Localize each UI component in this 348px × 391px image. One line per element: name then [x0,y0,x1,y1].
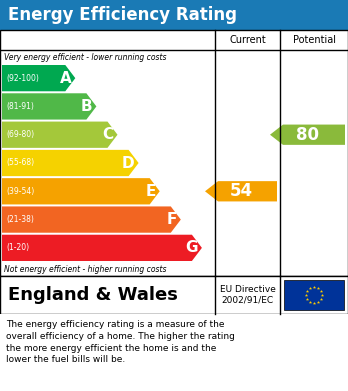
Text: 80: 80 [296,126,319,144]
Text: B: B [81,99,93,114]
Bar [0,276,348,314]
Text: (69-80): (69-80) [6,130,34,139]
Polygon shape [270,125,345,145]
Polygon shape [205,181,277,201]
Text: Energy Efficiency Rating: Energy Efficiency Rating [8,6,237,24]
Polygon shape [2,206,181,233]
Text: (1-20): (1-20) [6,243,29,252]
Text: Not energy efficient - higher running costs: Not energy efficient - higher running co… [4,264,166,273]
Bar [284,280,344,310]
Text: E: E [145,184,156,199]
Text: A: A [60,71,71,86]
Polygon shape [2,65,75,91]
Polygon shape [2,178,160,204]
Text: 54: 54 [229,182,253,200]
Text: Potential: Potential [293,35,335,45]
Text: England & Wales: England & Wales [8,286,178,304]
Text: (39-54): (39-54) [6,187,34,196]
Text: The energy efficiency rating is a measure of the
overall efficiency of a home. T: The energy efficiency rating is a measur… [6,320,235,364]
Polygon shape [2,122,118,148]
Text: (55-68): (55-68) [6,158,34,167]
Text: C: C [102,127,113,142]
Text: (92-100): (92-100) [6,74,39,83]
Text: Current: Current [229,35,266,45]
Bar [0,314,348,391]
Polygon shape [2,150,139,176]
Text: Very energy efficient - lower running costs: Very energy efficient - lower running co… [4,52,166,61]
Text: F: F [166,212,177,227]
Text: (21-38): (21-38) [6,215,34,224]
Polygon shape [2,235,202,261]
Text: EU Directive
2002/91/EC: EU Directive 2002/91/EC [220,285,275,305]
Polygon shape [2,93,96,120]
Text: D: D [122,156,135,170]
Text: (81-91): (81-91) [6,102,34,111]
Bar [0,0,348,30]
Bar [0,30,348,276]
Text: G: G [185,240,198,255]
